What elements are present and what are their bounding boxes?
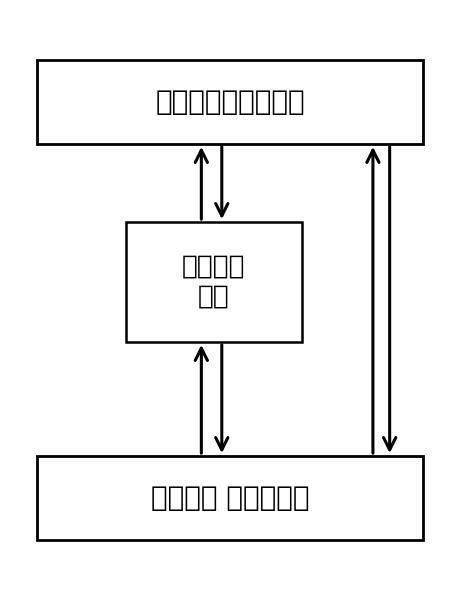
Bar bbox=[37, 456, 423, 540]
Text: 控制判断
模块: 控制判断 模块 bbox=[182, 254, 246, 310]
Bar bbox=[126, 222, 302, 342]
Text: 第二模式接入层模块: 第二模式接入层模块 bbox=[155, 88, 305, 116]
Bar bbox=[37, 60, 423, 144]
Text: 第一模式 接入层模块: 第一模式 接入层模块 bbox=[151, 484, 309, 512]
